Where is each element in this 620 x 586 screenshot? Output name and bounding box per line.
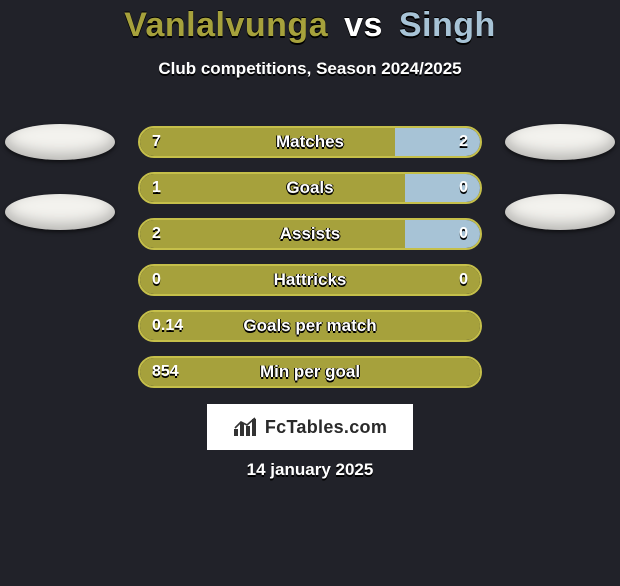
comparison-title: Vanlalvunga vs Singh bbox=[0, 6, 620, 45]
bar-segment-left bbox=[140, 220, 405, 248]
stat-bar: Goals10 bbox=[138, 172, 482, 204]
vs-text: vs bbox=[344, 6, 383, 44]
bar-segment-left bbox=[140, 312, 480, 340]
avatar-placeholder bbox=[5, 124, 115, 160]
bar-segment-right bbox=[405, 174, 480, 202]
player1-name: Vanlalvunga bbox=[124, 6, 328, 44]
avatar-placeholder bbox=[505, 124, 615, 160]
bar-segment-left bbox=[140, 358, 480, 386]
avatar-placeholder bbox=[505, 194, 615, 230]
bar-segment-right bbox=[395, 128, 480, 156]
stat-bar: Matches72 bbox=[138, 126, 482, 158]
stat-bars: Matches72 Goals10 Assists20 Hattricks00 Goal… bbox=[138, 126, 482, 388]
logo-text: FcTables.com bbox=[265, 417, 387, 438]
stat-bar: Goals per match0.14 bbox=[138, 310, 482, 342]
player2-name: Singh bbox=[399, 6, 496, 44]
stat-bar: Min per goal854 bbox=[138, 356, 482, 388]
bar-segment-right bbox=[405, 220, 480, 248]
right-avatar-column bbox=[500, 124, 620, 230]
left-avatar-column bbox=[0, 124, 120, 230]
date-text: 14 january 2025 bbox=[0, 460, 620, 480]
stat-bar: Hattricks00 bbox=[138, 264, 482, 296]
stat-bar: Assists20 bbox=[138, 218, 482, 250]
bar-segment-left bbox=[140, 174, 405, 202]
bar-segment-left bbox=[140, 128, 395, 156]
logo-box: FcTables.com bbox=[207, 404, 413, 450]
subtitle: Club competitions, Season 2024/2025 bbox=[0, 59, 620, 79]
avatar-placeholder bbox=[5, 194, 115, 230]
fctables-icon bbox=[233, 417, 259, 437]
bar-segment-left bbox=[140, 266, 480, 294]
